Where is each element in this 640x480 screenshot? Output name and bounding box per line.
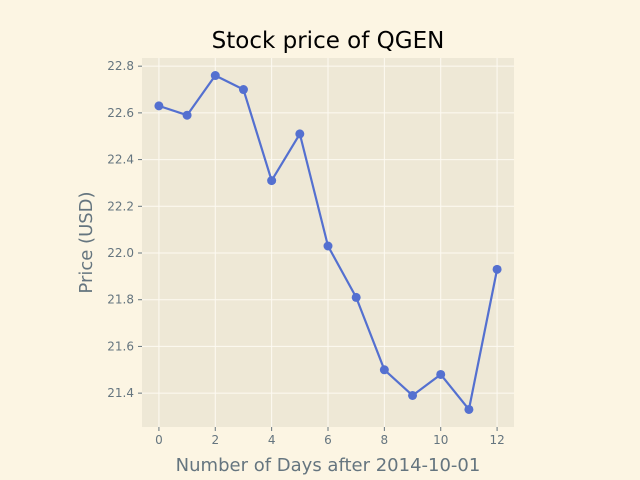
x-axis-ticks: 0 2 4 6 8 10 12 (155, 427, 505, 447)
x-axis-label: Number of Days after 2014-10-01 (176, 455, 481, 476)
y-tick-label: 21.8 (107, 293, 134, 307)
x-tick-label: 6 (324, 433, 332, 447)
y-tick-label: 22.8 (107, 59, 134, 73)
data-point (464, 404, 474, 414)
data-point (323, 241, 333, 251)
y-tick-label: 22.4 (107, 153, 134, 167)
y-tick-label: 22.6 (107, 106, 134, 120)
y-tick-label: 22.0 (107, 246, 134, 260)
data-point (492, 264, 502, 274)
data-point (295, 129, 305, 139)
x-tick-label: 10 (433, 433, 448, 447)
y-axis-label: Price (USD) (76, 191, 97, 293)
data-point (182, 110, 192, 120)
data-point (238, 85, 248, 95)
series (154, 71, 502, 414)
x-tick-label: 4 (268, 433, 276, 447)
data-point (267, 176, 277, 186)
y-tick-label: 21.6 (107, 339, 134, 353)
y-axis-ticks: 21.4 21.6 21.8 22.0 22.2 22.4 22.6 22.8 (107, 59, 142, 400)
y-tick-label: 22.2 (107, 199, 134, 213)
x-tick-label: 2 (211, 433, 219, 447)
x-tick-label: 12 (489, 433, 504, 447)
data-point (154, 101, 164, 111)
data-point (408, 390, 418, 400)
data-point (210, 71, 220, 81)
x-tick-label: 8 (381, 433, 389, 447)
data-point (436, 369, 446, 379)
y-tick-label: 21.4 (107, 386, 134, 400)
x-tick-label: 0 (155, 433, 163, 447)
data-point (379, 365, 389, 375)
grid (142, 58, 514, 427)
chart-title: Stock price of QGEN (212, 28, 445, 54)
data-point (351, 292, 361, 302)
